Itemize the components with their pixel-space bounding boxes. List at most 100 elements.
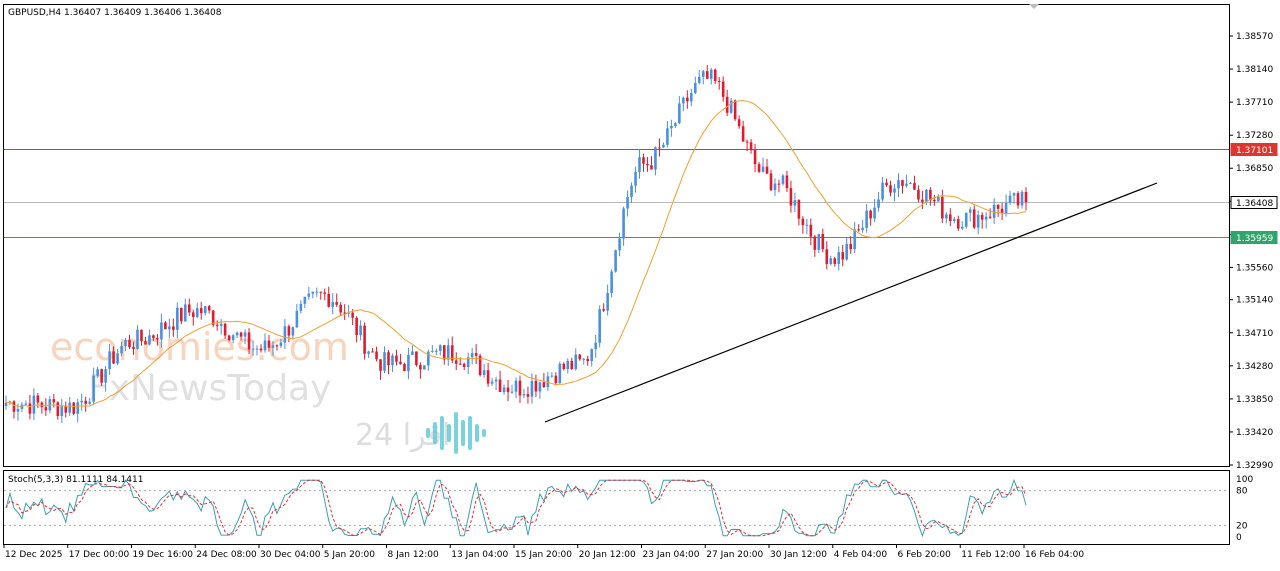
- candle-body: [303, 296, 307, 304]
- candle-body: [52, 399, 56, 403]
- candle-body: [574, 354, 578, 370]
- candle-body: [279, 342, 283, 346]
- candle-body: [152, 335, 155, 338]
- candle-body: [658, 147, 661, 149]
- candle-body: [996, 204, 1000, 209]
- candle-body: [32, 395, 36, 414]
- candle-body: [12, 401, 16, 412]
- candle-body: [219, 323, 223, 326]
- candle-body: [881, 182, 884, 200]
- candle-body: [678, 103, 681, 124]
- candle-body: [1020, 191, 1024, 206]
- candle-body: [259, 348, 263, 351]
- candle-body: [490, 381, 494, 384]
- candle-body: [311, 291, 315, 294]
- candle-body: [347, 312, 350, 314]
- candle-body: [72, 402, 76, 414]
- candle-body: [917, 189, 920, 200]
- x-tick-label: 15 Jan 20:00: [515, 550, 572, 560]
- candle-body: [446, 345, 450, 360]
- scroll-marker-icon[interactable]: [1029, 4, 1039, 9]
- candle-body: [458, 363, 462, 365]
- candle-body: [813, 236, 817, 250]
- price-levels: 1.37101 1.36408 1.35959: [4, 143, 1278, 244]
- x-tick-label: 8 Jan 12:00: [388, 550, 440, 560]
- y-tick-label: 1.36850: [1236, 164, 1273, 174]
- candle-body: [215, 324, 219, 326]
- candle-body: [578, 354, 582, 360]
- candle-body: [725, 96, 729, 113]
- y-tick-label: 1.38140: [1236, 65, 1273, 75]
- candle-body: [889, 185, 892, 193]
- candle-body: [522, 394, 526, 396]
- x-tick-label: 11 Feb 12:00: [961, 550, 1020, 560]
- x-tick-label: 13 Jan 04:00: [451, 550, 508, 560]
- candle-body: [793, 200, 797, 206]
- candle-body: [765, 166, 769, 174]
- candle-body: [626, 197, 629, 209]
- candle-body: [717, 80, 721, 82]
- price-level-box: [1230, 196, 1278, 209]
- candle-body: [108, 351, 111, 370]
- candle-body: [187, 304, 191, 313]
- candle-body: [789, 188, 793, 206]
- candle-body: [988, 216, 992, 218]
- candle-body: [686, 97, 689, 102]
- candle-body: [781, 175, 785, 184]
- candle-body: [195, 308, 199, 317]
- candle-body: [697, 76, 701, 83]
- watermark-fxnewstoday: FxNewsToday: [88, 368, 331, 409]
- candle-body: [96, 369, 99, 376]
- x-tick-label: 24 Dec 08:00: [196, 550, 257, 560]
- candle-body: [542, 382, 546, 387]
- candle-body: [753, 150, 757, 165]
- candle-body: [478, 355, 482, 375]
- candle-body: [638, 157, 641, 173]
- candle-body: [749, 142, 753, 151]
- candle-body: [148, 335, 151, 345]
- candle-body: [630, 185, 633, 198]
- candle-body: [156, 337, 159, 340]
- candle-body: [566, 360, 570, 370]
- candle-body: [972, 209, 976, 228]
- candle-body: [642, 157, 645, 164]
- candle-body: [371, 351, 374, 353]
- candle-body: [283, 326, 287, 343]
- sound-wave-icon: [426, 412, 486, 454]
- candle-body: [833, 258, 837, 264]
- candle-body: [247, 332, 251, 350]
- candle-body: [865, 210, 868, 228]
- candle-body: [777, 183, 781, 185]
- watermark-economies: economies.com: [50, 325, 349, 369]
- candle-body: [132, 347, 135, 349]
- candle-body: [546, 376, 550, 387]
- candle-body: [682, 97, 685, 104]
- y-tick-label: 1.37710: [1236, 98, 1273, 108]
- chart-header: GBPUSD,H4 1.36407 1.36409 1.36406 1.3640…: [8, 8, 222, 18]
- candle-body: [514, 380, 518, 392]
- candle-body: [586, 358, 590, 362]
- candle-body: [960, 226, 964, 229]
- candle-body: [761, 166, 765, 172]
- candle-body: [56, 402, 60, 416]
- candle-body: [287, 326, 291, 336]
- candle-body: [654, 147, 657, 170]
- candle-body: [869, 210, 872, 219]
- candle-body: [877, 199, 880, 208]
- candle-body: [363, 325, 366, 354]
- stoch-tick-label: 80: [1236, 487, 1248, 497]
- price-level-box: [1230, 231, 1278, 244]
- candle-body: [379, 359, 382, 371]
- x-tick-label: 4 Feb 04:00: [834, 550, 888, 560]
- candle-body: [223, 323, 227, 336]
- x-tick-label: 19 Dec 16:00: [133, 550, 194, 560]
- candle-body: [964, 212, 968, 227]
- candle-body: [263, 340, 267, 351]
- candle-body: [690, 93, 693, 102]
- candle-body: [590, 349, 594, 362]
- x-tick-label: 6 Feb 20:00: [898, 550, 952, 560]
- candle-body: [391, 355, 394, 366]
- candle-body: [506, 387, 510, 393]
- candle-body: [674, 123, 677, 126]
- candle-body: [323, 292, 327, 294]
